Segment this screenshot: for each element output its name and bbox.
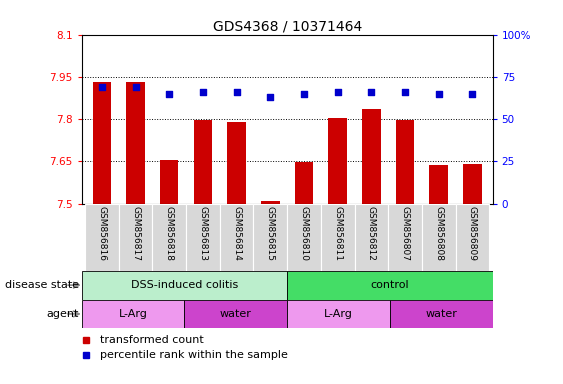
Text: GSM856809: GSM856809 [468, 205, 477, 260]
Text: GSM856816: GSM856816 [97, 205, 106, 260]
Bar [85, 204, 119, 271]
Bar [287, 204, 321, 271]
Bar [160, 160, 178, 204]
Bar [455, 204, 489, 271]
Point [165, 91, 174, 97]
Bar [422, 204, 455, 271]
Bar [92, 83, 111, 204]
Bar [321, 204, 355, 271]
Text: control: control [370, 280, 409, 290]
Text: GSM856807: GSM856807 [400, 205, 409, 260]
Bar [287, 300, 390, 328]
Point [468, 91, 477, 97]
Bar [328, 118, 347, 204]
Text: GSM856810: GSM856810 [300, 205, 309, 260]
Bar [362, 109, 381, 204]
Bar [463, 164, 482, 204]
Text: GSM856812: GSM856812 [367, 205, 376, 260]
Text: GSM856813: GSM856813 [198, 205, 207, 260]
Point [400, 89, 409, 95]
Bar [186, 204, 220, 271]
Text: L-Arg: L-Arg [119, 309, 148, 319]
Bar [185, 300, 287, 328]
Text: water: water [220, 309, 252, 319]
Bar [82, 271, 287, 300]
Bar [153, 204, 186, 271]
Bar [261, 201, 280, 204]
Text: percentile rank within the sample: percentile rank within the sample [100, 350, 288, 360]
Point [131, 84, 140, 90]
Text: GSM856817: GSM856817 [131, 205, 140, 260]
Bar [82, 300, 185, 328]
Bar [126, 83, 145, 204]
Point [266, 94, 275, 100]
Bar [194, 121, 212, 204]
Bar [287, 271, 493, 300]
Bar [294, 162, 313, 204]
Text: GSM856814: GSM856814 [232, 205, 241, 260]
Text: agent: agent [46, 309, 79, 319]
Text: GSM856815: GSM856815 [266, 205, 275, 260]
Text: water: water [425, 309, 457, 319]
Text: disease state: disease state [5, 280, 79, 290]
Text: GSM856811: GSM856811 [333, 205, 342, 260]
Text: DSS-induced colitis: DSS-induced colitis [131, 280, 238, 290]
Bar [227, 122, 246, 204]
Bar [388, 204, 422, 271]
Point [232, 89, 241, 95]
Point [333, 89, 342, 95]
Bar [390, 300, 493, 328]
Point [97, 84, 106, 90]
Bar [119, 204, 153, 271]
Bar [220, 204, 253, 271]
Text: GSM856808: GSM856808 [434, 205, 443, 260]
Text: L-Arg: L-Arg [324, 309, 353, 319]
Point [300, 91, 309, 97]
Bar [396, 121, 414, 204]
Text: transformed count: transformed count [100, 335, 204, 345]
Bar [355, 204, 388, 271]
Bar [253, 204, 287, 271]
Point [367, 89, 376, 95]
Text: GSM856818: GSM856818 [165, 205, 174, 260]
Point [434, 91, 443, 97]
Point [198, 89, 207, 95]
Bar [430, 165, 448, 204]
Title: GDS4368 / 10371464: GDS4368 / 10371464 [212, 20, 362, 33]
